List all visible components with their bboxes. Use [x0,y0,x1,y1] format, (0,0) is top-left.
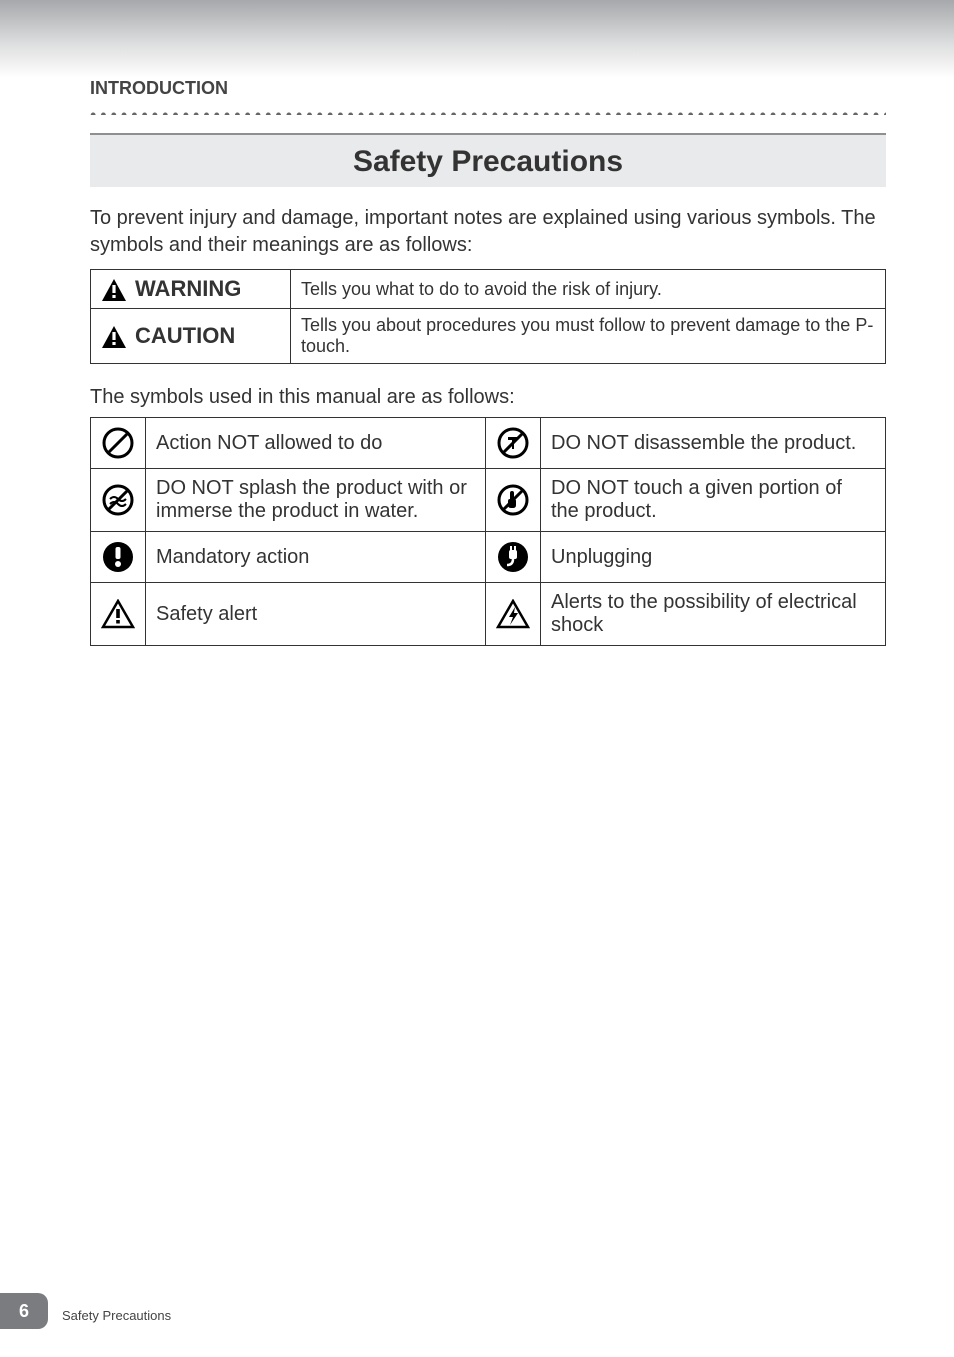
table-row: DO NOT splash the product with or immers… [91,469,886,532]
table-row: CAUTION Tells you about procedures you m… [91,309,886,364]
no-touch-icon [486,469,541,532]
no-disassemble-icon [486,418,541,469]
warning-label-cell: WARNING [91,270,291,309]
caution-triangle-icon [101,325,127,349]
caution-label-text: CAUTION [135,323,235,348]
warning-triangle-icon [101,278,127,302]
symbols-intro: The symbols used in this manual are as f… [90,386,886,409]
section-label: INTRODUCTION [90,78,886,101]
page-number-tab: 6 [0,1293,48,1329]
no-water-icon [91,469,146,532]
caution-label-cell: CAUTION [91,309,291,364]
safety-alert-icon [91,583,146,646]
caution-desc: Tells you about procedures you must foll… [291,309,886,364]
symbol-desc: Safety alert [146,583,486,646]
title-bar: Safety Precautions [90,133,886,187]
symbol-desc: DO NOT splash the product with or immers… [146,469,486,532]
symbols-table: Action NOT allowed to do DO NOT disassem… [90,417,886,646]
unplug-icon [486,532,541,583]
symbol-desc: DO NOT touch a given portion of the prod… [541,469,886,532]
warning-caution-table: WARNING Tells you what to do to avoid th… [90,269,886,364]
warning-desc: Tells you what to do to avoid the risk o… [291,270,886,309]
intro-paragraph: To prevent injury and damage, important … [90,205,886,259]
symbol-desc: Mandatory action [146,532,486,583]
table-row: Mandatory action Unplugging [91,532,886,583]
symbol-desc: Unplugging [541,532,886,583]
symbol-desc: DO NOT disassemble the product. [541,418,886,469]
page-content: Safety Precautions To prevent injury and… [90,133,886,646]
prohibit-icon [91,418,146,469]
top-gradient-banner [0,0,954,78]
table-row: WARNING Tells you what to do to avoid th… [91,270,886,309]
symbol-desc: Action NOT allowed to do [146,418,486,469]
page-title: Safety Precautions [90,145,886,179]
symbol-desc: Alerts to the possibility of electrical … [541,583,886,646]
table-row: Action NOT allowed to do DO NOT disassem… [91,418,886,469]
footer-section-text: Safety Precautions [62,1308,171,1323]
mandatory-icon [91,532,146,583]
dotted-rule: ••••••••••••••••••••••••••••••••••••••••… [90,105,886,115]
table-row: Safety alert Alerts to the possibility o… [91,583,886,646]
warning-label-text: WARNING [135,276,241,301]
shock-alert-icon [486,583,541,646]
